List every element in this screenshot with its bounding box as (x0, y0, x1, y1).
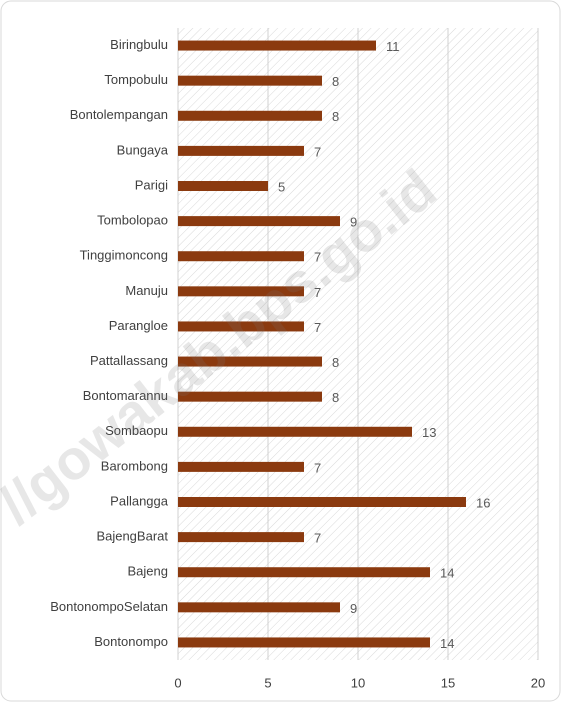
value-label: 8 (332, 109, 339, 124)
y-tick-label: Biringbulu (110, 37, 168, 52)
y-tick-label: Tompobulu (104, 72, 168, 87)
value-label: 14 (440, 636, 454, 651)
bar (178, 181, 268, 191)
value-label: 9 (350, 215, 357, 230)
bar (178, 75, 322, 86)
value-label: 8 (332, 355, 339, 370)
value-label: 8 (332, 74, 339, 89)
y-tick-label: Parangloe (109, 318, 168, 333)
x-tick-label: 5 (264, 675, 271, 690)
bar (178, 497, 466, 507)
bar (178, 251, 304, 262)
bar (178, 637, 430, 648)
value-label: 9 (350, 601, 357, 616)
value-label: 13 (422, 425, 436, 440)
bar (178, 532, 304, 543)
y-tick-label: Parigi (135, 177, 168, 192)
value-label: 7 (314, 285, 321, 300)
bar (178, 286, 304, 297)
value-label: 7 (314, 531, 321, 546)
bar (178, 40, 376, 51)
y-tick-label: Sombaopu (105, 423, 168, 438)
y-tick-label: Bontolempangan (70, 107, 168, 122)
y-tick-label: Pattallassang (90, 353, 168, 368)
value-label: 7 (314, 460, 321, 475)
y-tick-label: Tombolopao (97, 213, 168, 228)
y-tick-label: BontonompoSelatan (50, 599, 168, 614)
x-tick-label: 0 (174, 675, 181, 690)
bar (178, 602, 340, 613)
x-tick-label: 15 (441, 675, 455, 690)
y-tick-label: Bungaya (117, 142, 169, 157)
value-label: 16 (476, 495, 490, 510)
x-tick-label: 10 (351, 675, 365, 690)
y-tick-label: BajengBarat (96, 529, 168, 544)
bar (178, 110, 322, 121)
y-tick-label: Bontomarannu (83, 388, 168, 403)
bar (178, 145, 304, 156)
bar (178, 216, 340, 227)
value-label: 5 (278, 179, 285, 194)
value-label: 7 (314, 250, 321, 265)
y-tick-label: Tinggimoncong (80, 248, 168, 263)
y-tick-label: Bajeng (128, 564, 168, 579)
bar (178, 426, 412, 437)
y-tick-label: Pallangga (110, 493, 169, 508)
value-label: 14 (440, 566, 454, 581)
bar (178, 356, 322, 367)
y-tick-label: Manuju (125, 283, 168, 298)
x-tick-label: 20 (531, 675, 545, 690)
bar (178, 461, 304, 472)
bar (178, 567, 430, 578)
value-label: 11 (386, 39, 400, 54)
value-label: 7 (314, 320, 321, 335)
y-tick-label: Bontonompo (94, 634, 168, 649)
value-label: 7 (314, 144, 321, 159)
value-label: 8 (332, 390, 339, 405)
y-tick-label: Barombong (101, 458, 168, 473)
bar (178, 391, 322, 402)
bar (178, 321, 304, 332)
